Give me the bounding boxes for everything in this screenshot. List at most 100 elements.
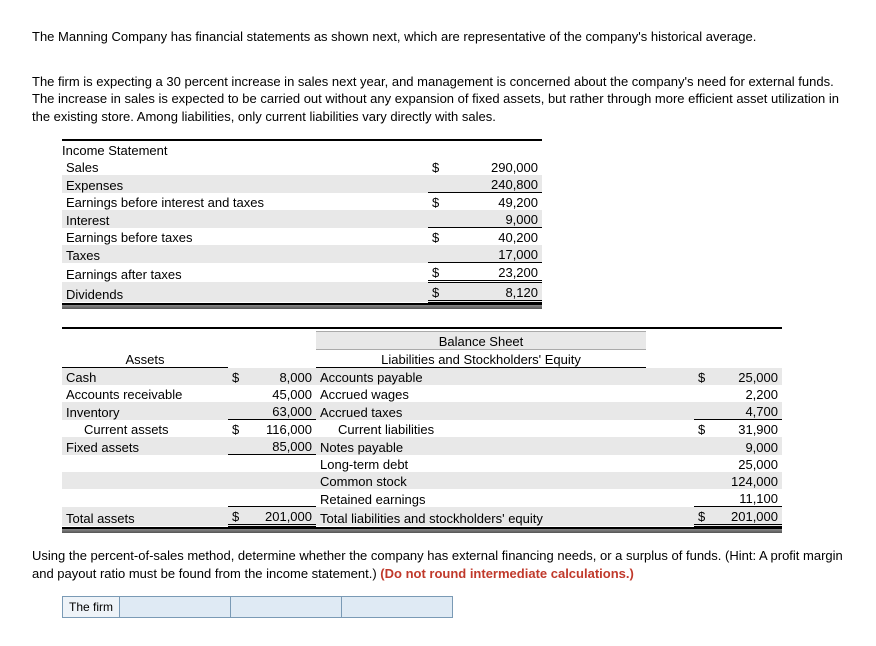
income-row-cur: $ bbox=[428, 228, 459, 246]
liability-cur bbox=[694, 437, 716, 455]
balance-row: Inventory 63,000Accrued taxes 4,700 bbox=[62, 402, 782, 420]
income-row-label: Interest bbox=[62, 210, 428, 228]
income-statement-title: Income Statement bbox=[62, 143, 542, 158]
income-statement: Income Statement Sales$290,000Expenses24… bbox=[62, 139, 542, 309]
income-row-cur: $ bbox=[428, 193, 459, 211]
asset-value bbox=[250, 472, 316, 489]
asset-cur bbox=[228, 385, 250, 402]
liability-cur bbox=[694, 455, 716, 473]
asset-value: 85,000 bbox=[250, 437, 316, 455]
liability-value: 9,000 bbox=[716, 437, 782, 455]
asset-value bbox=[250, 455, 316, 473]
total-liab-label: Total liabilities and stockholders' equi… bbox=[316, 507, 646, 526]
liability-label: Accrued wages bbox=[316, 385, 646, 402]
question-text: Using the percent-of-sales method, deter… bbox=[32, 547, 844, 582]
income-row-label: Earnings before taxes bbox=[62, 228, 428, 246]
income-row-value: 49,200 bbox=[459, 193, 542, 211]
asset-label: Cash bbox=[62, 368, 228, 386]
income-row-cur bbox=[428, 175, 459, 193]
balance-row: Long-term debt25,000 bbox=[62, 455, 782, 473]
liability-value: 2,200 bbox=[716, 385, 782, 402]
income-row: Sales$290,000 bbox=[62, 158, 542, 175]
asset-value: 45,000 bbox=[250, 385, 316, 402]
asset-value: 63,000 bbox=[250, 402, 316, 420]
income-row: Taxes 17,000 bbox=[62, 245, 542, 263]
balance-row: Current assets$116,000Current liabilitie… bbox=[62, 420, 782, 438]
asset-label: Fixed assets bbox=[62, 437, 228, 455]
liability-label: Notes payable bbox=[316, 437, 646, 455]
income-row: Expenses 240,800 bbox=[62, 175, 542, 193]
income-row-cur: $ bbox=[428, 282, 459, 302]
total-assets-cur: $ bbox=[228, 507, 250, 526]
income-row-label: Expenses bbox=[62, 175, 428, 193]
liability-value: 11,100 bbox=[716, 489, 782, 507]
income-row-label: Earnings after taxes bbox=[62, 263, 428, 282]
income-row-label: Sales bbox=[62, 158, 428, 175]
income-row-value: 17,000 bbox=[459, 245, 542, 263]
asset-label bbox=[62, 472, 228, 489]
liabilities-header: Liabilities and Stockholders' Equity bbox=[320, 352, 642, 367]
income-row: Dividends$8,120 bbox=[62, 282, 542, 302]
income-row: Earnings before taxes$40,200 bbox=[62, 228, 542, 246]
income-row-cur: $ bbox=[428, 263, 459, 282]
liability-cur bbox=[694, 385, 716, 402]
liability-cur bbox=[694, 402, 716, 420]
asset-cur bbox=[228, 489, 250, 507]
answer-input-2[interactable] bbox=[231, 596, 342, 618]
liability-label: Common stock bbox=[316, 472, 646, 489]
asset-value bbox=[250, 489, 316, 507]
liability-label: Accounts payable bbox=[316, 368, 646, 386]
answer-input-3[interactable] bbox=[342, 596, 453, 618]
income-row: Interest 9,000 bbox=[62, 210, 542, 228]
liability-cur: $ bbox=[694, 420, 716, 438]
intro-paragraph-1: The Manning Company has financial statem… bbox=[32, 28, 844, 46]
assets-header: Assets bbox=[62, 350, 228, 368]
income-row-value: 8,120 bbox=[459, 282, 542, 302]
question-warning: (Do not round intermediate calculations.… bbox=[380, 566, 634, 581]
total-liab-cur: $ bbox=[694, 507, 716, 526]
asset-label: Accounts receivable bbox=[62, 385, 228, 402]
liability-label: Accrued taxes bbox=[316, 402, 646, 420]
asset-label: Current assets bbox=[62, 420, 228, 438]
income-row-value: 40,200 bbox=[459, 228, 542, 246]
liability-value: 31,900 bbox=[716, 420, 782, 438]
total-assets-label: Total assets bbox=[62, 507, 228, 526]
income-row-value: 23,200 bbox=[459, 263, 542, 282]
asset-cur bbox=[228, 455, 250, 473]
intro-paragraph-2: The firm is expecting a 30 percent incre… bbox=[32, 73, 844, 126]
asset-label bbox=[62, 455, 228, 473]
asset-label: Inventory bbox=[62, 402, 228, 420]
liability-value: 25,000 bbox=[716, 455, 782, 473]
liability-cur: $ bbox=[694, 368, 716, 386]
income-row-label: Taxes bbox=[62, 245, 428, 263]
balance-row: Cash$8,000Accounts payable$25,000 bbox=[62, 368, 782, 386]
balance-sheet-title: Balance Sheet bbox=[316, 332, 646, 350]
answer-row: The firm bbox=[62, 596, 844, 618]
income-row-value: 240,800 bbox=[459, 175, 542, 193]
income-row: Earnings after taxes$23,200 bbox=[62, 263, 542, 282]
balance-sheet: Balance Sheet Assets Liabilities and Sto… bbox=[62, 327, 782, 533]
balance-row: Fixed assets 85,000Notes payable 9,000 bbox=[62, 437, 782, 455]
asset-cur: $ bbox=[228, 420, 250, 438]
liability-value: 25,000 bbox=[716, 368, 782, 386]
total-assets-value: 201,000 bbox=[250, 507, 316, 526]
income-row-label: Dividends bbox=[62, 282, 428, 302]
income-row: Earnings before interest and taxes$49,20… bbox=[62, 193, 542, 211]
income-row-value: 290,000 bbox=[459, 158, 542, 175]
income-row-label: Earnings before interest and taxes bbox=[62, 193, 428, 211]
income-row-cur: $ bbox=[428, 158, 459, 175]
balance-row: Common stock124,000 bbox=[62, 472, 782, 489]
asset-cur bbox=[228, 402, 250, 420]
total-liab-value: 201,000 bbox=[716, 507, 782, 526]
balance-row: Retained earnings 11,100 bbox=[62, 489, 782, 507]
answer-input-1[interactable] bbox=[120, 596, 231, 618]
asset-value: 8,000 bbox=[250, 368, 316, 386]
income-row-cur bbox=[428, 210, 459, 228]
answer-label: The firm bbox=[62, 596, 120, 618]
income-row-value: 9,000 bbox=[459, 210, 542, 228]
liability-label: Retained earnings bbox=[316, 489, 646, 507]
liability-cur bbox=[694, 489, 716, 507]
liability-value: 4,700 bbox=[716, 402, 782, 420]
asset-value: 116,000 bbox=[250, 420, 316, 438]
asset-label bbox=[62, 489, 228, 507]
